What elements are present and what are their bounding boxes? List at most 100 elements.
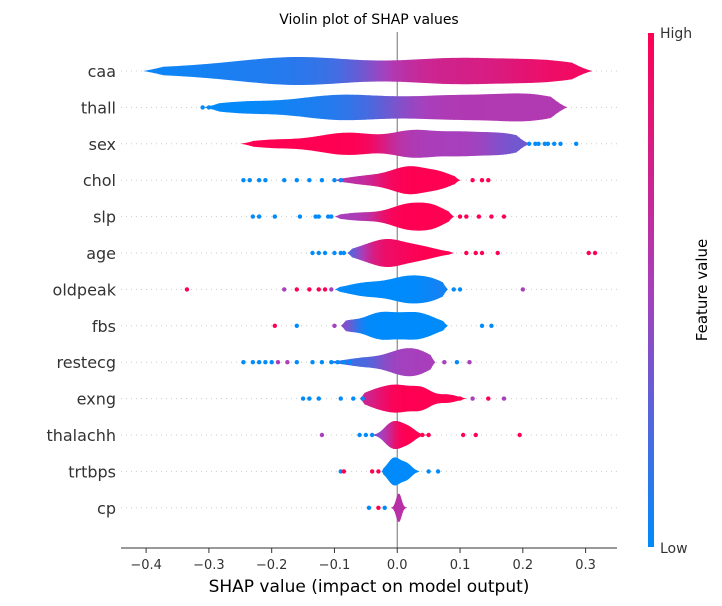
- violin-slice: [417, 59, 423, 83]
- violin-slice: [426, 130, 431, 158]
- violin-slice: [291, 138, 296, 149]
- feature-label: exng: [77, 390, 116, 409]
- violin-slice: [142, 70, 149, 72]
- violin-slice: [457, 94, 463, 121]
- shap-point: [467, 360, 472, 365]
- violin-slice: [382, 60, 388, 82]
- feature-label: caa: [88, 62, 116, 81]
- shap-point: [294, 323, 299, 328]
- violin-slice: [212, 62, 219, 80]
- violin-slice: [357, 59, 364, 83]
- shap-point: [282, 178, 287, 183]
- violin-slice: [272, 139, 277, 149]
- violin-age: [347, 239, 455, 267]
- violin-slice: [452, 215, 455, 218]
- shap-point: [338, 396, 343, 401]
- shap-point: [470, 178, 475, 183]
- violin-slice: [210, 104, 216, 111]
- violin-slice: [360, 94, 366, 120]
- violin-slice: [445, 323, 447, 328]
- violin-slice: [234, 101, 240, 114]
- shap-point: [332, 178, 337, 183]
- violin-slice: [517, 58, 523, 84]
- shap-point: [332, 323, 337, 328]
- shap-point: [325, 214, 331, 219]
- violin-slice: [323, 134, 328, 154]
- violin-slice: [317, 57, 324, 85]
- violin-slice: [586, 69, 593, 73]
- x-tick-label: −0.4: [130, 558, 162, 573]
- violin-slice: [457, 57, 463, 85]
- violin-slice: [352, 94, 357, 121]
- shap-point: [300, 396, 306, 401]
- shap-point: [269, 360, 274, 365]
- violin-slice: [324, 95, 329, 120]
- violin-slice: [451, 252, 454, 254]
- violin-slice: [259, 140, 264, 148]
- violin-slice: [239, 101, 244, 114]
- violin-slice: [458, 131, 463, 157]
- shap-point: [451, 287, 456, 292]
- violin-slice: [294, 138, 299, 150]
- violin-slice: [394, 131, 399, 156]
- violin-slice: [396, 96, 402, 119]
- colorbar: High Low Feature value: [648, 26, 711, 557]
- violin-slice: [493, 132, 498, 156]
- violin-slice: [506, 93, 511, 122]
- violin-slice: [319, 95, 325, 120]
- violin-slice: [546, 96, 552, 119]
- violin-slice: [376, 95, 382, 120]
- violin-slice: [558, 102, 564, 112]
- violin-trtbps: [381, 457, 420, 486]
- violin-slice: [507, 58, 513, 84]
- violin-slice: [222, 62, 229, 80]
- shap-point: [184, 287, 190, 292]
- violin-slice: [532, 59, 538, 83]
- violin-slice: [425, 95, 430, 120]
- shap-point: [332, 250, 337, 256]
- violin-slice: [473, 94, 479, 121]
- violin-slice: [510, 93, 515, 122]
- shap-point: [592, 250, 598, 256]
- violin-slice: [452, 252, 455, 254]
- feature-label: fbs: [92, 317, 116, 336]
- violin-slice: [391, 132, 395, 156]
- violin-slice: [182, 65, 189, 77]
- violin-slice: [503, 133, 508, 155]
- shap-point: [256, 214, 262, 219]
- violin-slice: [214, 103, 220, 112]
- violin-slice: [202, 106, 208, 109]
- violin-slice: [372, 60, 379, 82]
- violin-slice: [312, 57, 319, 85]
- violin-slice: [267, 100, 273, 115]
- violin-slice: [336, 94, 341, 121]
- violin-sex: [240, 129, 530, 158]
- violin-slice: [328, 95, 333, 120]
- shap-point: [495, 250, 500, 256]
- violin-slice: [259, 100, 264, 115]
- violin-slice: [230, 101, 236, 113]
- shap-point: [536, 141, 541, 146]
- violin-restecg: [328, 348, 436, 377]
- violin-slice: [262, 58, 269, 84]
- violin-slice: [400, 130, 405, 157]
- violin-slice: [243, 101, 248, 114]
- violin-slice: [442, 58, 448, 84]
- feature-label: sex: [89, 135, 116, 154]
- violin-slice: [522, 140, 527, 148]
- violin-slice: [304, 137, 309, 151]
- violin-slice: [472, 57, 478, 85]
- violin-slice: [445, 95, 451, 120]
- violin-slice: [272, 57, 279, 85]
- shap-point: [200, 105, 205, 110]
- violin-slice: [303, 97, 309, 118]
- violin-slice: [449, 94, 455, 120]
- shap-point: [457, 287, 463, 292]
- shap-point: [297, 214, 303, 219]
- x-axis-label: SHAP value (impact on model output): [209, 577, 530, 597]
- shap-point: [206, 105, 212, 110]
- violin-slice: [187, 64, 194, 78]
- violin-slice: [267, 57, 274, 85]
- violin-slice: [387, 133, 392, 155]
- violin-slice: [442, 131, 447, 157]
